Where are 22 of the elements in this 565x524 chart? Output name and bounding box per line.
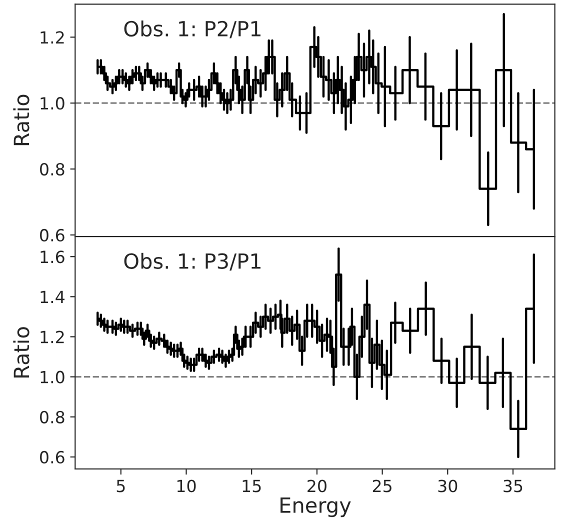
- x-tick-label: 20: [308, 480, 326, 492]
- x-tick-label: 35: [504, 480, 522, 492]
- x-tick-label: 15: [242, 480, 261, 492]
- y-tick-label: 0.6: [40, 450, 64, 464]
- y-tick-label: 0.6: [40, 228, 64, 242]
- y-tick-label: 1.2: [40, 31, 64, 44]
- x-tick-label: 30: [438, 480, 458, 492]
- annotation: Obs. 1: P2/P1: [124, 20, 260, 38]
- x-axis-title: Energy: [280, 498, 351, 518]
- y-tick-label: 1.0: [40, 97, 64, 110]
- y-tick-label: 1.0: [40, 370, 64, 384]
- x-tick-label: 5: [116, 480, 125, 492]
- annotation: Obs. 1: P3/P1: [124, 252, 260, 271]
- y-tick-label: 0.8: [40, 410, 64, 424]
- y-axis-title: Ratio: [13, 94, 30, 146]
- y-tick-label: 0.8: [40, 162, 64, 176]
- y-tick-label: 1.2: [40, 330, 64, 344]
- y-axis-title: Ratio: [13, 327, 30, 378]
- y-tick-label: 1.6: [40, 250, 64, 264]
- y-tick-label: 1.4: [40, 290, 64, 304]
- x-tick-label: 25: [372, 480, 392, 492]
- x-tick-label: 10: [177, 480, 196, 492]
